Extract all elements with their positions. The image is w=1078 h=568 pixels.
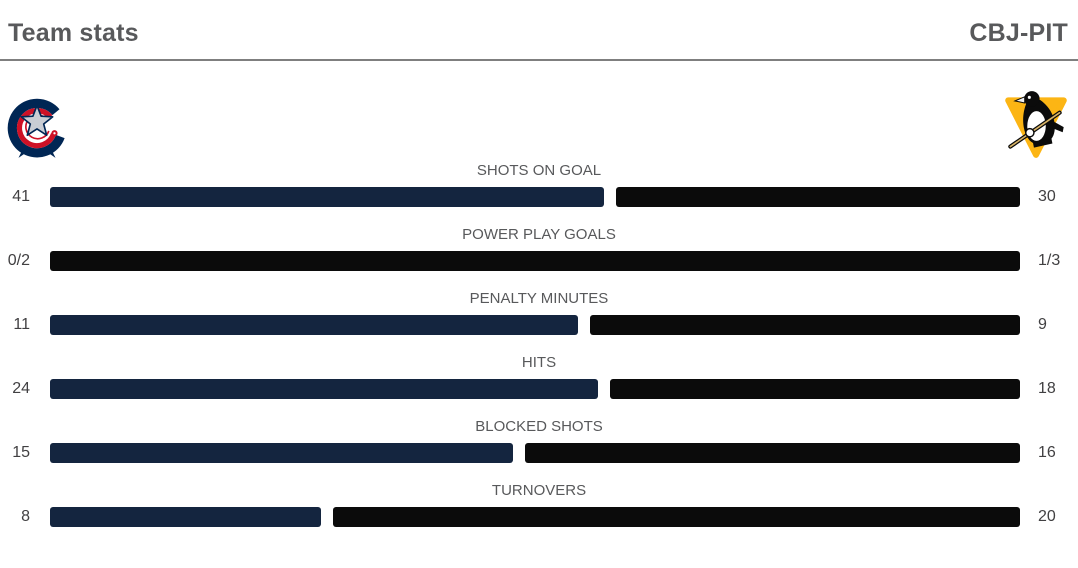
stat-row: PENALTY MINUTES 11 9 — [0, 290, 1078, 335]
stat-bar-track — [50, 187, 1020, 207]
stat-bar-line: 8 20 — [0, 507, 1078, 527]
stat-left-value: 41 — [12, 188, 30, 205]
stat-label: POWER PLAY GOALS — [462, 226, 616, 243]
stat-row: HITS 24 18 — [0, 354, 1078, 399]
stat-bar-track — [50, 443, 1020, 463]
stat-bar-track — [50, 315, 1020, 335]
stat-bar-left — [50, 443, 514, 463]
stat-bar-line: 24 18 — [0, 379, 1078, 399]
stat-bar-right — [50, 251, 1020, 271]
stat-bar-left — [50, 379, 599, 399]
team-stats-header: Team stats CBJ-PIT — [0, 0, 1078, 61]
stat-label: TURNOVERS — [491, 482, 587, 499]
stat-row: SHOTS ON GOAL 41 30 — [0, 162, 1078, 207]
stats-list: SHOTS ON GOAL 41 30 POWER PLAY GOALS 0/2… — [0, 162, 1078, 527]
stat-bar-right — [525, 443, 1020, 463]
stat-label: PENALTY MINUTES — [469, 290, 609, 307]
pittsburgh-penguins-logo-icon — [998, 85, 1074, 168]
stat-bar-left — [50, 187, 605, 207]
stat-bar-right — [616, 187, 1020, 207]
stat-right-value: 16 — [1038, 444, 1056, 461]
stat-bar-track — [50, 379, 1020, 399]
stat-right-value: 9 — [1038, 316, 1047, 333]
stat-label: BLOCKED SHOTS — [475, 418, 603, 435]
stat-bar-right — [589, 315, 1020, 335]
stat-left-value: 0/2 — [7, 252, 30, 269]
team-stats-panel: SHOTS ON GOAL 41 30 POWER PLAY GOALS 0/2… — [0, 61, 1078, 527]
stat-row: BLOCKED SHOTS 15 16 — [0, 418, 1078, 463]
stat-label: HITS — [521, 354, 557, 371]
stat-bar-left — [50, 507, 322, 527]
stat-bar-track — [50, 251, 1020, 271]
stat-bar-line: 41 30 — [0, 187, 1078, 207]
stat-bar-track — [50, 507, 1020, 527]
stat-right-value: 18 — [1038, 380, 1056, 397]
page-title: Team stats — [8, 19, 139, 47]
stat-bar-line: 11 9 — [0, 315, 1078, 335]
stat-bar-right — [333, 507, 1020, 527]
stat-label: SHOTS ON GOAL — [476, 162, 602, 179]
stat-left-value: 8 — [21, 508, 30, 525]
matchup-label: CBJ-PIT — [969, 19, 1068, 47]
stat-right-value: 30 — [1038, 188, 1056, 205]
stat-row: TURNOVERS 8 20 — [0, 482, 1078, 527]
stat-right-value: 20 — [1038, 508, 1056, 525]
columbus-blue-jackets-logo-icon — [4, 91, 70, 166]
stat-left-value: 15 — [12, 444, 30, 461]
stat-right-value: 1/3 — [1038, 252, 1061, 269]
stat-bar-right — [610, 379, 1020, 399]
stat-bar-left — [50, 315, 578, 335]
stat-row: POWER PLAY GOALS 0/2 1/3 — [0, 226, 1078, 271]
stat-bar-line: 15 16 — [0, 443, 1078, 463]
stat-bar-line: 0/2 1/3 — [0, 251, 1078, 271]
stat-left-value: 24 — [12, 380, 30, 397]
stat-left-value: 11 — [13, 316, 30, 333]
